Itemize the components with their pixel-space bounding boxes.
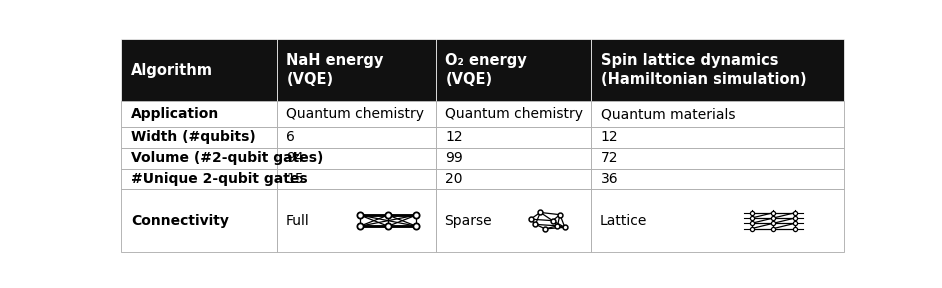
Text: 6: 6 [286,130,295,144]
Bar [277,127,436,148]
Text: Width (#qubits): Width (#qubits) [131,130,255,144]
Text: #Unique 2-qubit gates: #Unique 2-qubit gates [131,172,307,186]
Bar [436,190,592,252]
Text: Lattice: Lattice [600,214,647,228]
Bar [122,148,277,168]
Text: Application: Application [131,107,219,121]
Text: Algorithm: Algorithm [131,63,213,78]
Bar [122,168,277,190]
Bar [592,39,844,101]
Bar [122,127,277,148]
Text: Quantum materials: Quantum materials [601,107,735,121]
Text: Full: Full [285,214,309,228]
Bar [277,190,436,252]
Text: 36: 36 [601,172,618,186]
Bar [592,127,844,148]
Text: 20: 20 [446,172,463,186]
Bar [122,101,277,127]
Text: 15: 15 [286,172,304,186]
Bar [277,101,436,127]
Text: Connectivity: Connectivity [131,214,229,228]
Bar [122,39,277,101]
Bar [436,101,592,127]
Text: 12: 12 [446,130,463,144]
Text: 72: 72 [601,151,618,165]
Bar [592,168,844,190]
Bar [592,148,844,168]
Text: 12: 12 [601,130,618,144]
Bar [436,39,592,101]
Bar [277,148,436,168]
Text: 99: 99 [446,151,463,165]
Bar [277,39,436,101]
Bar [436,127,592,148]
Bar [277,168,436,190]
Bar [592,101,844,127]
Text: Quantum chemistry: Quantum chemistry [446,107,583,121]
Text: Spin lattice dynamics
(Hamiltonian simulation): Spin lattice dynamics (Hamiltonian simul… [601,54,806,87]
Text: O₂ energy
(VQE): O₂ energy (VQE) [446,54,527,87]
Text: Volume (#2-qubit gates): Volume (#2-qubit gates) [131,151,323,165]
Bar [122,190,277,252]
Text: Sparse: Sparse [445,214,492,228]
Bar [592,190,844,252]
Text: 94: 94 [286,151,304,165]
Text: NaH energy
(VQE): NaH energy (VQE) [286,54,383,87]
Text: Quantum chemistry: Quantum chemistry [286,107,424,121]
Bar [436,168,592,190]
Bar [436,148,592,168]
